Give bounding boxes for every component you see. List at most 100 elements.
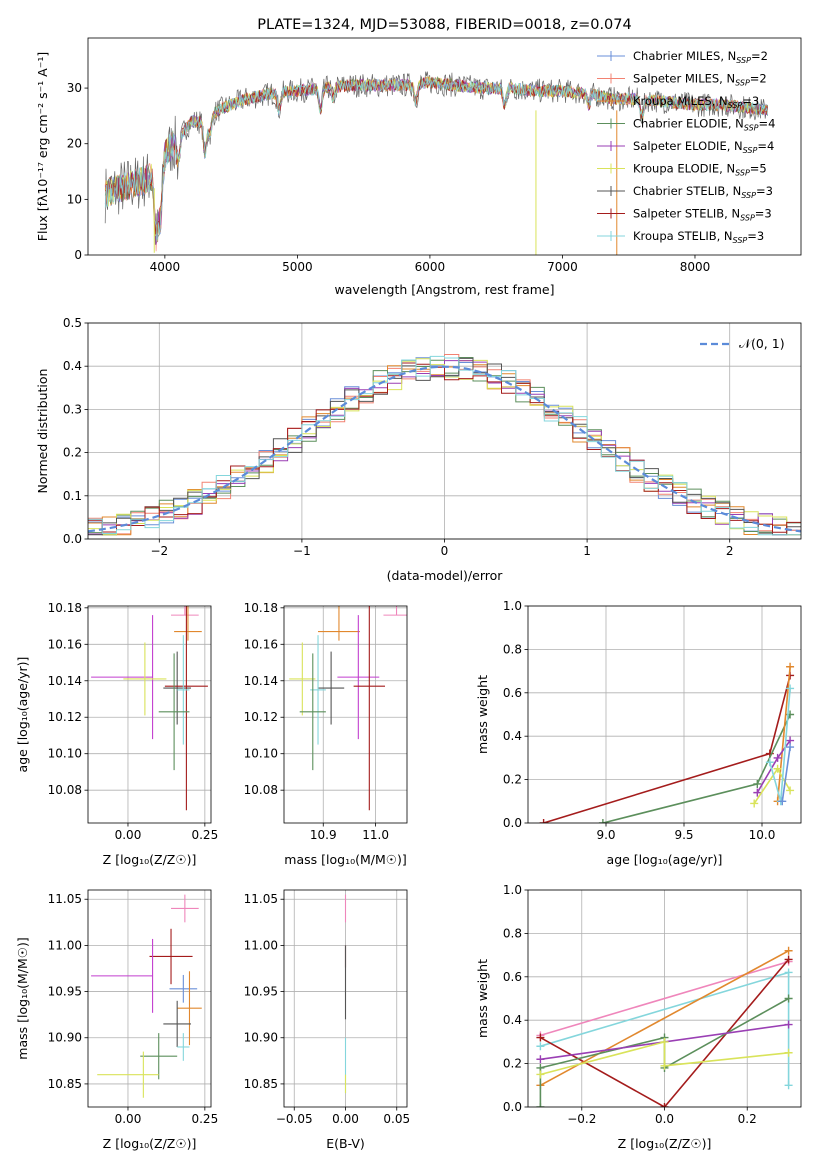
y-tick-label: 10.10: [244, 747, 278, 761]
legend-label-main: Kroupa STELIB, N: [633, 229, 733, 243]
legend-label-sub: SSP: [733, 236, 748, 245]
errorbar-point: [140, 1033, 178, 1080]
x-tick-label: 0.05: [383, 1112, 410, 1126]
mass-vs-metallicity-panel: 0.00 0.25 10.85 10.90 10.95 11.00 11.05 Z [log₁…: [15, 889, 218, 1151]
y-tick-label: 10.95: [48, 985, 82, 999]
y-tick-label: 0.6: [503, 970, 522, 984]
weight-marker: [784, 1048, 793, 1057]
weight-marker: [786, 743, 795, 752]
x-axis-label: mass [log₁₀(M/M☉)]: [284, 852, 406, 867]
weight-marker: [660, 1061, 669, 1070]
errorbar-point: [169, 974, 198, 1003]
weight-marker: [784, 994, 793, 1003]
y-tick-label: 1.0: [503, 883, 522, 897]
errorbar-point: [149, 928, 193, 985]
errorbar-point: [177, 971, 202, 1046]
x-tick-label: 0: [441, 544, 449, 558]
y-tick-label: 10.16: [244, 637, 278, 651]
weight-marker: [660, 1103, 669, 1107]
weight-vs-age-panel: 9.0 9.5 10.0 0.0 0.2 0.4 0.6 0.8 1.0 age [log₁₀(a…: [475, 599, 802, 867]
errorbar-point: [171, 606, 199, 616]
legend-label-sub: SSP: [736, 56, 751, 65]
errorbar-point: [91, 938, 154, 1013]
spectrum-line: [105, 76, 768, 235]
errorbar-point: [299, 653, 326, 771]
legend-label: Kroupa ELODIE, NSSP=5: [633, 162, 767, 178]
weight-marker: [598, 819, 607, 823]
x-tick-label: −1: [293, 544, 311, 558]
weight-marker: [765, 758, 774, 767]
weight-marker: [753, 788, 762, 797]
x-tick-label: 11.0: [362, 828, 389, 842]
y-tick-label: 0.5: [63, 316, 82, 330]
plot-area: [289, 606, 407, 811]
y-tick-label: 20: [67, 137, 82, 151]
errorbar-point: [177, 635, 190, 745]
weight-marker: [784, 955, 793, 964]
grid-lines: [528, 605, 801, 824]
y-tick-label: 10.18: [48, 601, 82, 615]
x-tick-label: 10.9: [310, 828, 337, 842]
legend-label-tail: =3: [747, 229, 764, 243]
legend-label: Salpeter STELIB, NSSP=3: [633, 207, 772, 223]
y-axis-label: mass [log₁₀(M/M☉)]: [15, 937, 30, 1059]
y-tick-label: 0.2: [503, 1057, 522, 1071]
weight-series: [750, 764, 795, 808]
y-axis-label: Normed distribution: [35, 369, 50, 494]
weight-marker: [784, 946, 793, 955]
errorbar-point: [337, 615, 380, 740]
x-axis-label: wavelength [Angstrom, rest frame]: [334, 282, 554, 297]
y-tick-label: 0.1: [63, 489, 82, 503]
legend-label-tail: =2: [750, 72, 767, 86]
weight-marker: [784, 968, 793, 977]
legend-label: Chabrier STELIB, NSSP=3: [633, 184, 773, 200]
y-tick-label: 30: [67, 81, 82, 95]
weight-marker: [536, 1033, 545, 1042]
legend-label-main: Salpeter STELIB, N: [633, 207, 740, 221]
legend-label-main: Kroupa MILES, N: [633, 94, 728, 108]
y-tick-label: 0.8: [503, 926, 522, 940]
y-tick-label: 0.0: [63, 532, 82, 546]
legend-label: Salpeter ELODIE, NSSP=4: [633, 139, 774, 155]
residuals-panel: −2 −1 0 1 2 0.0 0.1 0.2 0.3 0.4 0.5 (data-model)/er…: [35, 316, 802, 583]
weight-marker: [536, 1042, 545, 1051]
legend-label-main: Salpeter MILES, N: [633, 72, 735, 86]
weight-marker: [536, 1055, 545, 1064]
weight-series: [536, 1037, 793, 1079]
x-axis-label: (data-model)/error: [387, 568, 504, 583]
weight-marker: [784, 1020, 793, 1029]
grid-lines: [284, 606, 407, 823]
errorbar-point: [383, 606, 407, 616]
y-tick-label: 0.8: [503, 642, 522, 656]
x-axis-label: E(B-V): [326, 1136, 365, 1151]
plot-area: [88, 354, 801, 536]
x-tick-label: 0.00: [332, 1112, 359, 1126]
legend-label-sub: SSP: [728, 101, 743, 110]
y-tick-label: 11.05: [244, 892, 278, 906]
y-axis-label: age [log₁₀(age/yr)]: [15, 657, 30, 773]
legend-label-sub: SSP: [735, 169, 750, 178]
y-tick-label: 10.85: [48, 1077, 82, 1091]
axes-frame: [283, 889, 408, 1108]
errorbar-point: [91, 615, 154, 740]
errorbar-point: [353, 606, 386, 811]
axes-frame: [283, 605, 408, 824]
plot-area: [536, 946, 793, 1107]
weight-marker: [786, 786, 795, 795]
weight-line: [540, 1040, 789, 1076]
weight-series: [536, 968, 793, 1090]
legend-label-tail: =4: [757, 139, 774, 153]
x-axis-label: age [log₁₀(age/yr)]: [607, 852, 723, 867]
legend-label: Salpeter MILES, NSSP=2: [633, 72, 767, 88]
y-tick-label: 10.16: [48, 637, 82, 651]
legend-label: Kroupa STELIB, NSSP=3: [633, 229, 764, 245]
errorbar-point: [97, 1051, 159, 1098]
y-tick-label: 10.12: [244, 710, 278, 724]
axes-frame: [87, 322, 802, 540]
errorbar-point: [171, 894, 199, 923]
y-tick-label: 10.95: [244, 985, 278, 999]
y-tick-label: 0.4: [63, 359, 82, 373]
legend: 𝒩(0, 1): [700, 336, 785, 351]
y-tick-label: 0.0: [503, 816, 522, 830]
legend-label: Chabrier MILES, NSSP=2: [633, 49, 768, 65]
